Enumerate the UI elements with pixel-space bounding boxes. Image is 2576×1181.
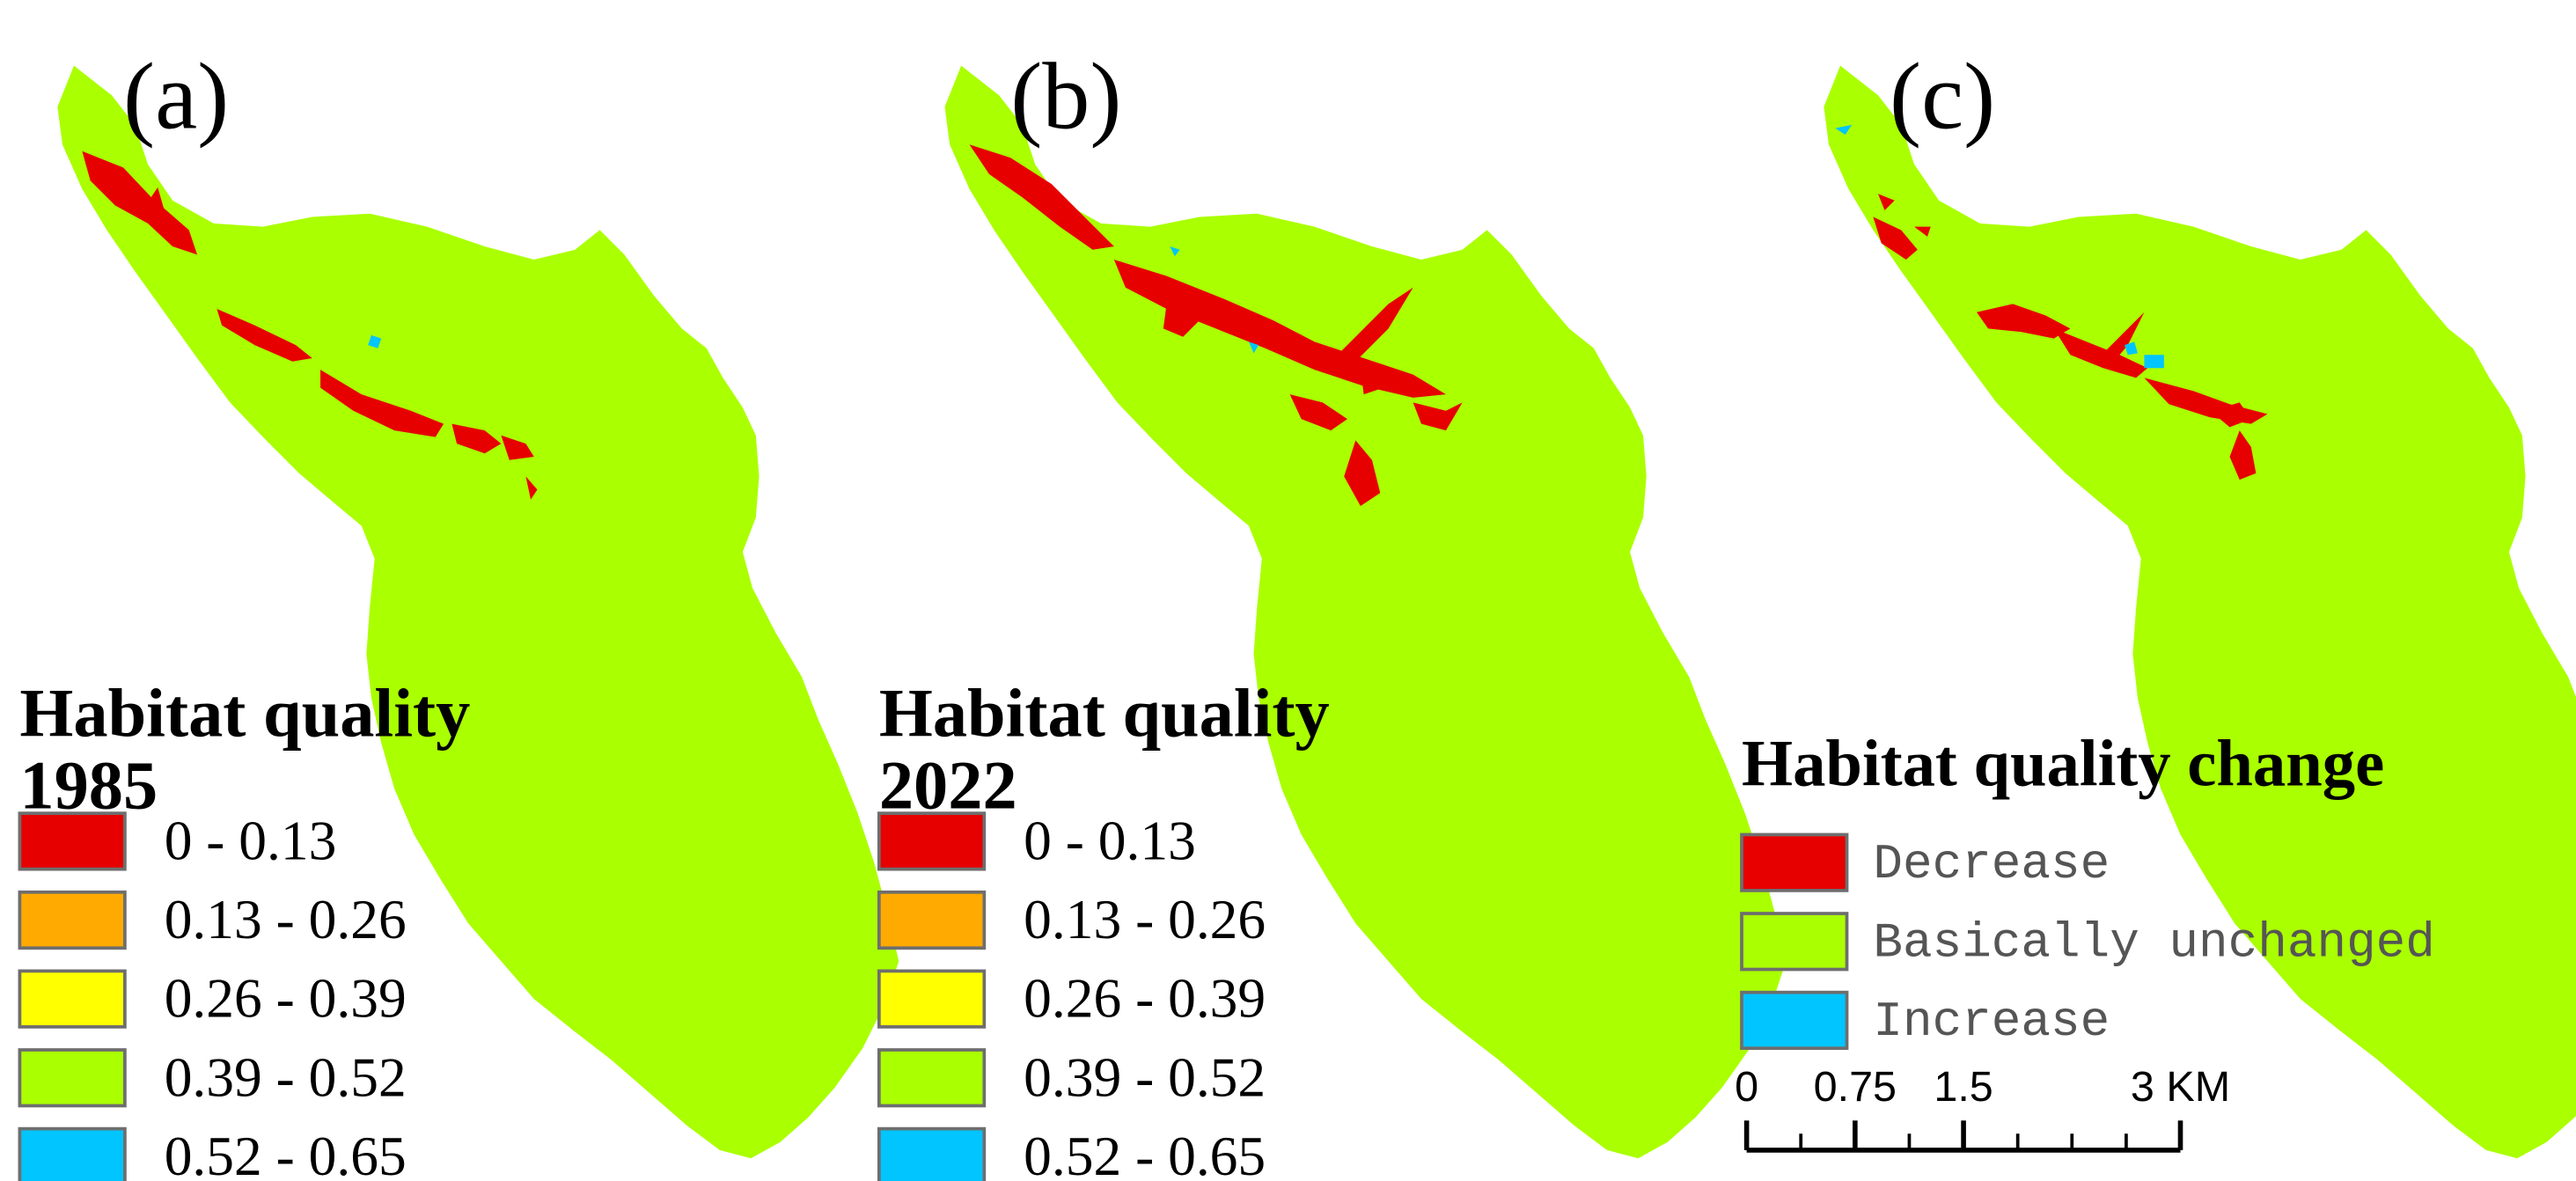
- low-quality-patch: [2210, 402, 2251, 428]
- legend-label: 0.52 - 0.65: [1024, 1125, 1266, 1181]
- low-quality-patch: [150, 187, 165, 210]
- low-quality-patch: [1877, 194, 1895, 210]
- low-quality-patch: [320, 370, 444, 437]
- high-quality-patch: [1835, 124, 1853, 136]
- low-quality-patch: [82, 150, 198, 255]
- legend-swatch: [18, 1048, 127, 1108]
- low-quality-patch: [2229, 430, 2257, 480]
- low-quality-patch: [217, 308, 312, 362]
- legend-swatch: [877, 890, 987, 950]
- legend-swatch: [877, 969, 987, 1029]
- legend-label: 0 - 0.13: [1024, 809, 1196, 871]
- scale-bar-label: 0.75: [1814, 1063, 1897, 1111]
- legend-label: Increase: [1873, 994, 2110, 1050]
- high-quality-patch: [2125, 341, 2138, 356]
- panel-label: (c): [1890, 45, 1995, 150]
- map-panel-a: [57, 65, 899, 1159]
- scale-bar-label: 1.5: [1934, 1063, 1993, 1111]
- low-quality-patch: [1914, 226, 1931, 237]
- legend-swatch: [18, 811, 127, 871]
- low-quality-patch: [525, 476, 538, 500]
- legend-swatch: [1740, 912, 1849, 972]
- low-quality-patch: [1873, 216, 1918, 260]
- legend-label: 0.39 - 0.52: [1024, 1045, 1266, 1108]
- legend-title: Habitat quality: [879, 674, 1330, 751]
- low-quality-patch: [969, 144, 1114, 250]
- high-quality-patch: [2144, 355, 2164, 369]
- low-quality-patch: [1306, 287, 1413, 362]
- low-quality-patch: [501, 435, 534, 460]
- legend-label: 0 - 0.13: [165, 809, 337, 871]
- low-quality-patch: [1163, 304, 1208, 337]
- legend-swatch: [1740, 990, 1849, 1051]
- legend-swatch: [18, 969, 127, 1029]
- map-panel-b: [944, 65, 1787, 1159]
- high-quality-patch: [1248, 341, 1259, 354]
- low-quality-patch: [1113, 259, 1446, 398]
- low-quality-patch: [1344, 440, 1381, 507]
- legend-swatch: [1740, 833, 1849, 892]
- legend-label: 0.13 - 0.26: [165, 888, 407, 950]
- high-quality-patch: [368, 334, 382, 348]
- scale-bar-label: 0: [1735, 1063, 1758, 1111]
- low-quality-patch: [451, 423, 502, 454]
- legend-swatch: [877, 1048, 987, 1108]
- low-quality-patch: [1413, 402, 1463, 431]
- legend-year: 1985: [19, 747, 158, 824]
- legend-c: Habitat quality change Decrease Basically …: [1740, 727, 2435, 1051]
- legend-swatch: [18, 1126, 127, 1181]
- legend-label: 0.52 - 0.65: [165, 1125, 407, 1181]
- legend-label: 0.13 - 0.26: [1024, 888, 1266, 950]
- high-quality-patch: [1170, 246, 1180, 257]
- scale-bar: 0 0.75 1.5 3 KM: [1735, 1063, 2230, 1153]
- legend-title: Habitat quality change: [1742, 727, 2384, 800]
- legend-label: Basically unchanged: [1873, 915, 2435, 972]
- panel-label: (b): [1010, 45, 1121, 150]
- low-quality-patch: [1360, 370, 1389, 395]
- legend-label: 0.26 - 0.39: [165, 967, 407, 1030]
- legend-label: 0.26 - 0.39: [1024, 967, 1266, 1030]
- low-quality-patch: [2095, 312, 2145, 365]
- legend-year: 2022: [879, 747, 1017, 824]
- legend-label: Decrease: [1873, 836, 2110, 892]
- legend-swatch: [877, 811, 987, 871]
- low-quality-patch: [1289, 394, 1347, 431]
- panel-label: (a): [123, 45, 229, 150]
- map-panel-c: [1824, 65, 2576, 1159]
- legend-title: Habitat quality: [19, 674, 470, 751]
- legend-swatch: [877, 1126, 987, 1181]
- scale-bar-label: 3 KM: [2131, 1063, 2230, 1111]
- low-quality-patch: [1977, 304, 2071, 339]
- legend-label: 0.39 - 0.52: [165, 1045, 407, 1108]
- low-quality-patch: [2053, 328, 2148, 378]
- legend-swatch: [18, 890, 127, 950]
